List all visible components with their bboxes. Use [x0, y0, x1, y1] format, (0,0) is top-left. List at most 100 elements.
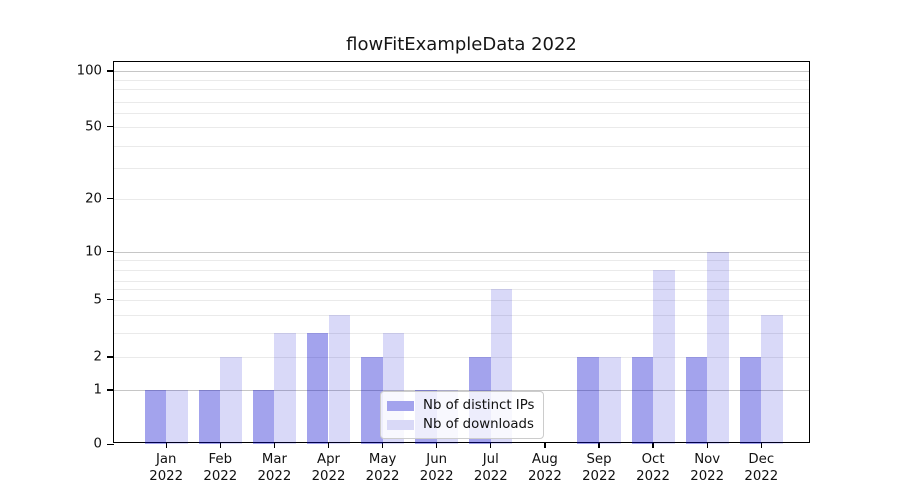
gridline-major: [114, 390, 809, 391]
bar-nb-of-downloads-apr: [328, 314, 351, 445]
y-tick-mark: [107, 125, 114, 128]
x-tick-mark: [760, 442, 762, 448]
x-tick-month: Nov: [694, 452, 721, 467]
chart-title: flowFitExampleData 2022: [346, 34, 577, 55]
x-tick-mark: [219, 442, 221, 448]
gridline-minor: [114, 289, 809, 290]
legend-item-distinct-ips: Nb of distinct IPs: [387, 398, 537, 413]
gridline-minor: [114, 146, 809, 147]
gridline-minor: [114, 198, 809, 200]
x-tick-year: 2022: [203, 468, 238, 484]
bar-nb-of-distinct-ips-sep: [577, 357, 599, 445]
legend: Nb of distinct IPs Nb of downloads: [380, 391, 544, 439]
gridline-minor: [114, 333, 809, 334]
legend-swatch-distinct-ips: [387, 400, 414, 411]
x-tick-mark: [327, 442, 330, 448]
x-tick-month: Oct: [641, 452, 665, 467]
bar-nb-of-distinct-ips-mar: [252, 390, 275, 445]
bar-nb-of-downloads-dec: [761, 314, 783, 445]
x-tick-mark: [544, 442, 546, 448]
plot-area: Nb of distinct IPs Nb of downloads 100 50…: [77, 61, 810, 484]
x-tick-mark: [436, 442, 438, 448]
x-tick-month: Jun: [426, 452, 448, 467]
gridline-minor: [114, 357, 809, 358]
y-tick-label: 0: [93, 436, 102, 452]
bar-nb-of-distinct-ips-nov: [685, 357, 708, 445]
gridline-minor: [114, 167, 809, 169]
y-tick-label: 5: [93, 292, 102, 307]
gridline-minor: [114, 260, 809, 261]
y-tick-mark: [107, 70, 114, 72]
x-tick-label: Apr 2022: [312, 452, 346, 485]
y-tick-mark: [107, 298, 114, 301]
x-tick-month: Jan: [155, 452, 177, 467]
x-tick-label: Aug 2022: [528, 452, 562, 485]
bar-nb-of-distinct-ips-may: [361, 357, 383, 445]
x-tick-label: Jan 2022: [149, 452, 183, 485]
bar-nb-of-distinct-ips-oct: [631, 357, 654, 445]
y-tick-label: 100: [76, 63, 102, 79]
gridline-minor: [114, 89, 809, 90]
x-tick-month: Jul: [482, 452, 499, 467]
bar-nb-of-downloads-feb: [220, 357, 242, 445]
y-tick-label: 50: [85, 119, 102, 134]
gridline-minor: [114, 101, 809, 103]
bar-nb-of-downloads-nov: [707, 251, 729, 445]
x-tick-month: Sep: [586, 452, 612, 467]
x-tick-label: Sep 2022: [582, 452, 616, 485]
y-tick-mark: [107, 198, 114, 200]
x-tick-year: 2022: [582, 468, 616, 484]
x-tick-month: Apr: [316, 452, 340, 467]
x-tick-month: Dec: [748, 452, 775, 467]
gridline-minor: [114, 80, 809, 81]
x-tick-mark: [273, 442, 276, 448]
x-tick-label: Nov 2022: [690, 452, 724, 485]
gridline-minor: [114, 299, 809, 301]
x-tick-month: May: [368, 452, 397, 467]
x-tick-mark: [490, 442, 492, 448]
bar-nb-of-downloads-jan: [166, 390, 188, 445]
gridline-minor: [114, 281, 809, 282]
y-tick-label: 10: [85, 244, 102, 259]
legend-item-downloads: Nb of downloads: [387, 417, 537, 432]
x-tick-year: 2022: [419, 468, 454, 484]
x-tick-label: May 2022: [366, 452, 400, 485]
gridline-minor: [114, 126, 809, 128]
x-tick-year: 2022: [690, 468, 725, 484]
bar-nb-of-downloads-oct: [653, 269, 675, 445]
y-tick-mark: [107, 250, 114, 253]
x-tick-label: Oct 2022: [636, 452, 670, 485]
x-tick-year: 2022: [744, 468, 779, 484]
legend-label-distinct-ips: Nb of distinct IPs: [423, 398, 535, 413]
bar-nb-of-distinct-ips-apr: [306, 333, 329, 445]
x-tick-mark: [706, 442, 708, 448]
legend-label-downloads: Nb of downloads: [423, 417, 534, 432]
x-tick-year: 2022: [311, 468, 346, 484]
x-tick-label: Feb 2022: [203, 452, 237, 485]
x-tick-year: 2022: [527, 468, 562, 484]
gridline-major: [114, 251, 809, 253]
gridline-major: [114, 71, 809, 72]
x-tick-mark: [165, 442, 167, 448]
y-tick-label: 1: [93, 382, 102, 398]
x-tick-year: 2022: [257, 468, 292, 484]
gridline-minor: [114, 269, 809, 271]
legend-swatch-downloads: [387, 419, 414, 430]
x-tick-year: 2022: [365, 468, 400, 484]
bar-nb-of-downloads-sep: [599, 357, 621, 445]
y-tick-mark: [107, 389, 114, 391]
y-tick-label: 2: [93, 349, 102, 365]
x-tick-label: Dec 2022: [744, 452, 778, 485]
y-tick-mark: [107, 356, 114, 358]
bar-nb-of-distinct-ips-feb: [198, 390, 221, 445]
x-tick-month: Aug: [531, 452, 558, 467]
y-tick-label: 20: [85, 191, 102, 207]
bar-nb-of-downloads-mar: [274, 333, 296, 445]
x-tick-mark: [598, 442, 600, 448]
bar-nb-of-distinct-ips-dec: [739, 357, 762, 445]
gridline-minor: [114, 314, 809, 316]
bar-nb-of-distinct-ips-jan: [144, 390, 167, 445]
x-tick-year: 2022: [473, 468, 508, 484]
x-tick-month: Feb: [208, 452, 233, 467]
